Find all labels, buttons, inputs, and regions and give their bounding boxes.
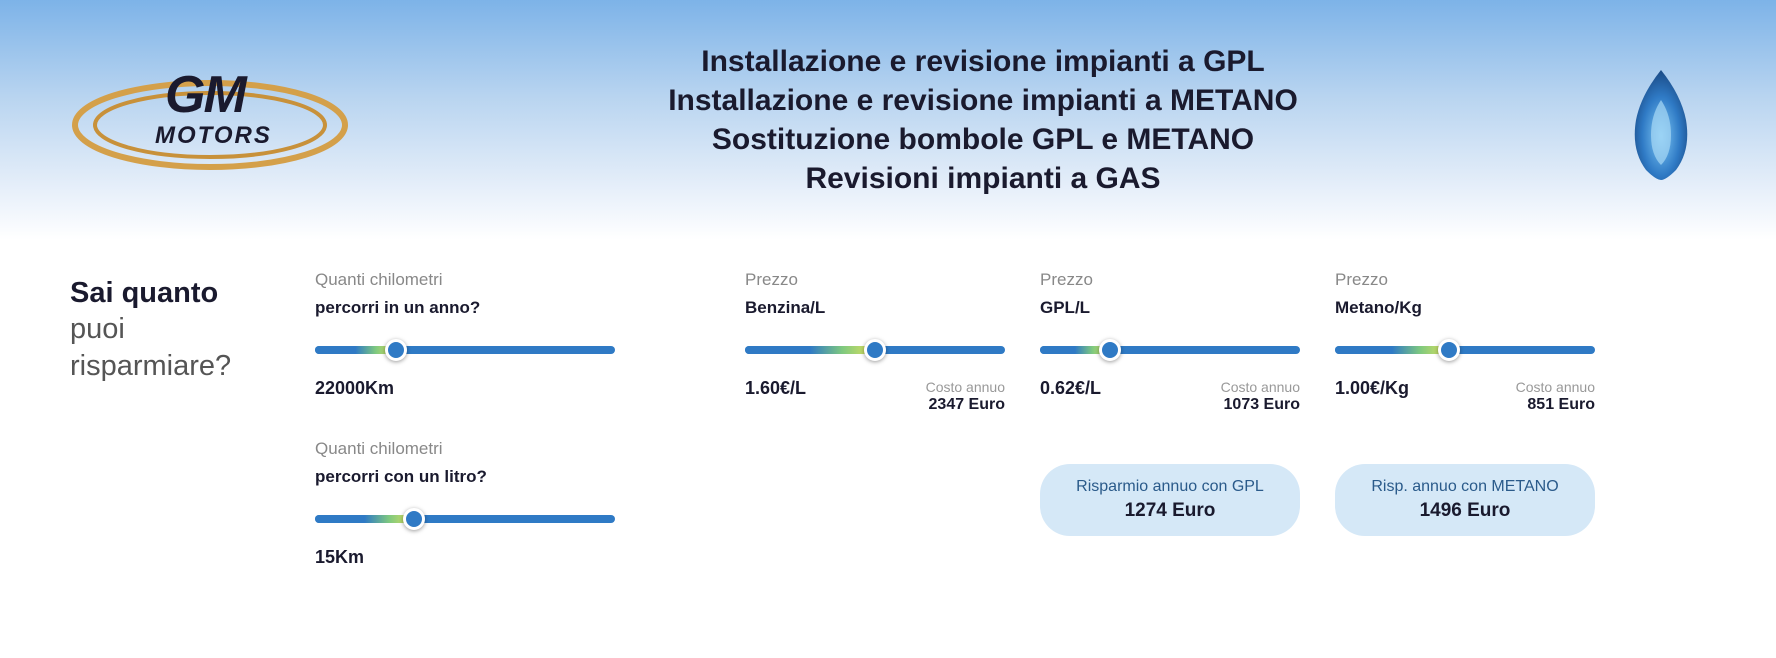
slider-thumb[interactable] [385, 339, 407, 361]
km-litro-label-light: Quanti chilometri [315, 439, 615, 459]
flame-icon [1616, 65, 1706, 185]
metano-slider[interactable] [1335, 340, 1595, 360]
km-litro-label-strong: percorri con un litro? [315, 467, 615, 487]
header-tagline: Installazione e revisione impianti a GPL… [350, 42, 1616, 198]
metano-cost-value: 851 Euro [1516, 396, 1595, 414]
metano-value: 1.00€/Kg [1335, 378, 1409, 399]
metano-group: Prezzo Metano/Kg 1.00€/Kg Costo annuo 85… [1335, 270, 1595, 414]
km-litro-slider[interactable] [315, 509, 615, 529]
metano-savings-value: 1496 Euro [1355, 500, 1575, 522]
slider-thumb[interactable] [1099, 339, 1121, 361]
benzina-group: Prezzo Benzina/L 1.60€/L Costo annuo 234… [745, 270, 1005, 414]
gpl-savings-badge: Risparmio annuo con GPL 1274 Euro [1040, 464, 1300, 536]
spacer [650, 270, 710, 608]
km-litro-group: Quanti chilometri percorri con un litro?… [315, 439, 615, 568]
metano-label-light: Prezzo [1335, 270, 1595, 290]
gpl-label-strong: GPL/L [1040, 298, 1300, 318]
title-light-1: puoi [70, 311, 280, 347]
slider-thumb[interactable] [403, 508, 425, 530]
header-line-1: Installazione e revisione impianti a GPL [350, 42, 1616, 81]
title-light-2: risparmiare? [70, 348, 280, 384]
metano-savings-badge: Risp. annuo con METANO 1496 Euro [1335, 464, 1595, 536]
metano-label-strong: Metano/Kg [1335, 298, 1595, 318]
benzina-cost-label: Costo annuo [926, 378, 1005, 396]
metano-cost-label: Costo annuo [1516, 378, 1595, 396]
benzina-slider[interactable] [745, 340, 1005, 360]
gpl-group: Prezzo GPL/L 0.62€/L Costo annuo 1073 Eu… [1040, 270, 1300, 414]
section-title: Sai quanto puoi risparmiare? [70, 270, 280, 608]
gpl-savings-label: Risparmio annuo con GPL [1060, 478, 1280, 496]
logo: GM MOTORS [70, 50, 350, 200]
km-year-value: 22000Km [315, 378, 615, 399]
benzina-column: Prezzo Benzina/L 1.60€/L Costo annuo 234… [745, 270, 1005, 608]
km-year-label-light: Quanti chilometri [315, 270, 615, 290]
km-year-label-strong: percorri in un anno? [315, 298, 615, 318]
logo-text-top: GM [165, 65, 245, 125]
calculator-content: Sai quanto puoi risparmiare? Quanti chil… [0, 240, 1776, 658]
metano-savings-label: Risp. annuo con METANO [1355, 478, 1575, 496]
header-line-4: Revisioni impianti a GAS [350, 159, 1616, 198]
slider-thumb[interactable] [864, 339, 886, 361]
header-line-2: Installazione e revisione impianti a MET… [350, 81, 1616, 120]
benzina-label-strong: Benzina/L [745, 298, 1005, 318]
slider-fill [1335, 346, 1449, 354]
slider-fill [315, 346, 396, 354]
benzina-value: 1.60€/L [745, 378, 806, 399]
slider-thumb[interactable] [1438, 339, 1460, 361]
gpl-savings-value: 1274 Euro [1060, 500, 1280, 522]
metano-column: Prezzo Metano/Kg 1.00€/Kg Costo annuo 85… [1335, 270, 1595, 608]
gpl-cost-label: Costo annuo [1221, 378, 1300, 396]
gpl-label-light: Prezzo [1040, 270, 1300, 290]
gpl-cost-value: 1073 Euro [1221, 396, 1300, 414]
slider-fill [745, 346, 875, 354]
input-sliders-column: Quanti chilometri percorri in un anno? 2… [315, 270, 615, 608]
slider-fill [315, 515, 414, 523]
gpl-slider[interactable] [1040, 340, 1300, 360]
title-strong: Sai quanto [70, 275, 280, 311]
gpl-value: 0.62€/L [1040, 378, 1101, 399]
benzina-label-light: Prezzo [745, 270, 1005, 290]
benzina-cost-value: 2347 Euro [926, 396, 1005, 414]
header: GM MOTORS Installazione e revisione impi… [0, 0, 1776, 240]
km-year-slider[interactable] [315, 340, 615, 360]
km-litro-value: 15Km [315, 547, 615, 568]
km-year-group: Quanti chilometri percorri in un anno? 2… [315, 270, 615, 399]
gpl-cost-block: Costo annuo 1073 Euro [1221, 378, 1300, 414]
logo-text-bottom: MOTORS [155, 122, 272, 150]
benzina-cost-block: Costo annuo 2347 Euro [926, 378, 1005, 414]
header-line-3: Sostituzione bombole GPL e METANO [350, 120, 1616, 159]
gpl-column: Prezzo GPL/L 0.62€/L Costo annuo 1073 Eu… [1040, 270, 1300, 608]
metano-cost-block: Costo annuo 851 Euro [1516, 378, 1595, 414]
